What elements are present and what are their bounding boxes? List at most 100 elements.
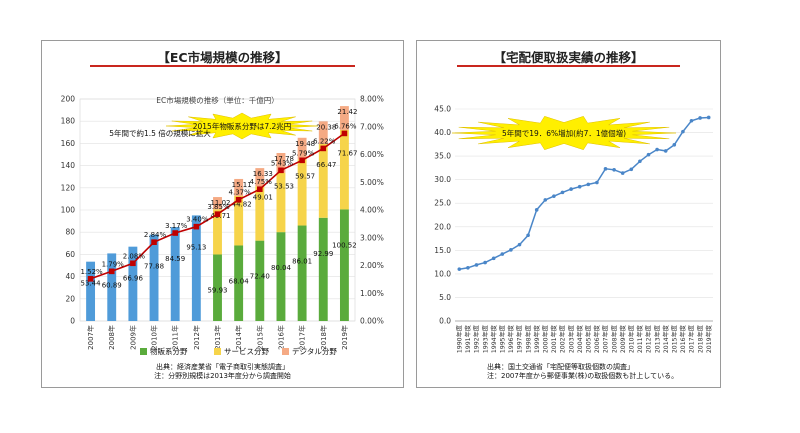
ec-y2-tick-label: 5.00% xyxy=(360,178,384,187)
delivery-x-tick-label: 1994年度 xyxy=(490,325,498,353)
delivery-x-tick-label: 2014年度 xyxy=(662,325,670,353)
delivery-panel-title: 【宅配便取扱実績の推移】 xyxy=(493,50,644,65)
ec-bar-segment xyxy=(339,106,349,130)
ec-y2-tick-label: 4.00% xyxy=(360,206,384,215)
ec-rate-marker xyxy=(278,167,284,174)
ec-bar-segment xyxy=(213,197,222,210)
ec-segment-value-label: 100.52 xyxy=(332,241,357,249)
ec-y2-tick-label: 8.00% xyxy=(360,95,384,104)
ec-total-value-label: 60.89 xyxy=(102,281,122,289)
delivery-point xyxy=(646,152,651,157)
delivery-y-tick-label: 25.0 xyxy=(434,199,451,208)
ec-x-tick-label: 2010年 xyxy=(150,325,159,350)
ec-rate-marker xyxy=(257,186,263,192)
delivery-x-tick-label: 2006年度 xyxy=(593,325,601,353)
ec-rate-label: 2.84% xyxy=(144,231,167,239)
ec-segment-value-label: 66.47 xyxy=(316,161,336,169)
ec-rate-marker xyxy=(172,230,178,236)
delivery-x-tick-label: 1991年度 xyxy=(464,325,472,353)
delivery-y-tick-label: 30.0 xyxy=(434,175,451,184)
delivery-source-line2: 注：2007年度から郵便事業(株)の取扱個数も計上している。 xyxy=(487,372,679,380)
ec-segment-value-label: 53.53 xyxy=(274,182,294,190)
ec-segment-value-label: 68.04 xyxy=(229,277,250,285)
ec-rate-marker xyxy=(87,276,94,282)
delivery-point xyxy=(612,167,616,172)
delivery-source-line1: 出典：国土交通省「宅配便等取扱個数の調査」 xyxy=(487,363,634,371)
delivery-x-tick-label: 2017年度 xyxy=(688,325,696,353)
delivery-point xyxy=(466,265,470,270)
ec-segment-value-label: 44.82 xyxy=(232,201,252,209)
delivery-point xyxy=(500,252,505,256)
ec-rate-label: 2.08% xyxy=(123,252,146,260)
ec-x-tick-label: 2007年 xyxy=(86,325,95,350)
ec-bar-segment xyxy=(297,159,307,226)
ec-source-line2: 注：分野別規模は2013年度分から調査開始 xyxy=(154,372,291,380)
delivery-x-tick-label: 2011年度 xyxy=(636,325,644,353)
ec-market-chart: 0 20 40 60 80 100 120 140 160 180 200 0.00% 1.00% 2.0… xyxy=(61,95,384,357)
ec-bar-total xyxy=(170,227,180,321)
ec-rate-marker xyxy=(151,239,157,245)
delivery-x-tick-label: 2009年度 xyxy=(619,325,627,353)
delivery-source-note: 出典：国土交通省「宅配便等取扱個数の調査」 注：2007年度から郵便事業(株)の… xyxy=(417,363,720,381)
delivery-point xyxy=(698,116,702,120)
ec-y-tick-label: 200 xyxy=(61,95,76,104)
delivery-point xyxy=(509,248,513,252)
ec-x-tick-label: 2009年 xyxy=(128,325,137,350)
ec-rate-marker xyxy=(299,157,305,164)
ec-y2-tick-label: 0.00% xyxy=(360,317,384,326)
ec-bar-total xyxy=(128,246,138,321)
ec-y2-tick-label: 3.00% xyxy=(360,233,384,242)
ec-bar-total xyxy=(86,261,96,321)
delivery-point xyxy=(586,182,591,187)
ec-x-tick-label: 2014年 xyxy=(234,325,243,350)
delivery-point xyxy=(603,167,608,171)
ec-x-tick-label: 2015年 xyxy=(255,325,264,350)
delivery-point xyxy=(517,242,522,247)
ec-rate-marker xyxy=(235,196,242,203)
delivery-x-tick-label: 1993年度 xyxy=(481,325,489,353)
ec-rate-label: 6.22% xyxy=(313,137,336,145)
delivery-point xyxy=(620,171,625,175)
ec-segment-value-label: 86.01 xyxy=(292,258,312,266)
ec-panel-title: 【EC市場規模の推移】 xyxy=(157,50,288,65)
ec-bar-total xyxy=(149,234,159,321)
delivery-x-tick-label: 2004年度 xyxy=(576,325,584,353)
delivery-point xyxy=(706,115,711,120)
delivery-point xyxy=(543,198,548,202)
ec-rate-label: 5.43% xyxy=(271,159,294,167)
ec-bar-segment xyxy=(255,168,265,187)
delivery-x-tick-label: 2007年度 xyxy=(602,325,610,353)
ec-bar-segment xyxy=(213,254,222,321)
ec-rate-label: 3.85% xyxy=(207,203,230,211)
ec-rate-marker xyxy=(214,211,221,217)
ec-rate-label: 6.76% xyxy=(334,122,357,130)
ec-y2-tick-label: 2.00% xyxy=(360,261,384,270)
delivery-x-tick-label: 2001年度 xyxy=(550,325,558,353)
delivery-point xyxy=(655,147,659,152)
delivery-x-tick-label: 2016年度 xyxy=(679,325,687,353)
ec-total-value-label: 66.96 xyxy=(123,275,144,283)
delivery-point xyxy=(560,190,565,195)
delivery-x-tick-label: 2002年度 xyxy=(559,325,567,353)
ec-bar-segment xyxy=(276,232,286,321)
ec-legend-swatch xyxy=(282,348,289,355)
ec-rate-marker xyxy=(320,145,327,152)
delivery-point xyxy=(663,149,668,153)
ec-y2-tick-label: 7.00% xyxy=(360,122,384,131)
ec-x-tick-label: 2017年 xyxy=(298,325,307,350)
ec-y2-tick-label: 6.00% xyxy=(360,150,384,159)
delivery-x-tick-label: 2005年度 xyxy=(585,325,593,353)
ec-legend-swatch xyxy=(140,348,147,355)
ec-segment-value-label: 40.71 xyxy=(210,212,230,220)
delivery-y-tick-label: 5.0 xyxy=(439,293,451,302)
ec-y-tick-label: 40 xyxy=(65,272,75,281)
delivery-x-tick-label: 2003年度 xyxy=(567,325,575,353)
delivery-y-tick-label: 0.0 xyxy=(439,317,451,326)
delivery-x-tick-label: 2018年度 xyxy=(696,325,704,353)
delivery-y-tick-label: 15.0 xyxy=(434,246,451,255)
delivery-y-tick-label: 10.0 xyxy=(434,269,451,278)
ec-growth-note: 5年間で約1.5 倍の規模に拡大 xyxy=(109,128,211,138)
delivery-point xyxy=(672,143,677,147)
ec-bar-segment xyxy=(234,195,244,246)
delivery-x-tick-label: 1995年度 xyxy=(499,325,507,353)
